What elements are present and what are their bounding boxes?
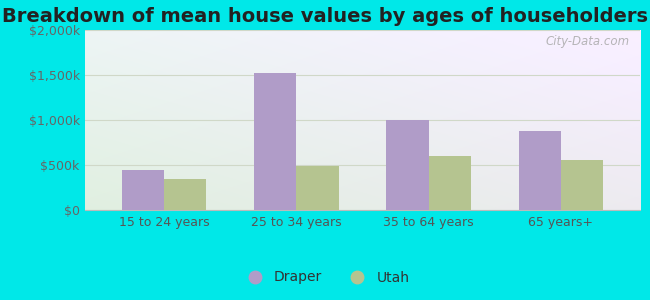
Bar xyxy=(386,120,428,210)
Bar xyxy=(519,131,561,210)
Bar xyxy=(296,166,339,210)
Bar xyxy=(428,156,471,210)
Text: City-Data.com: City-Data.com xyxy=(545,35,629,48)
Text: Breakdown of mean house values by ages of householders: Breakdown of mean house values by ages o… xyxy=(2,8,648,26)
Bar xyxy=(561,160,603,210)
Bar xyxy=(164,178,206,210)
Legend: Draper, Utah: Draper, Utah xyxy=(235,265,415,290)
Bar xyxy=(122,169,164,210)
Bar xyxy=(254,73,296,210)
